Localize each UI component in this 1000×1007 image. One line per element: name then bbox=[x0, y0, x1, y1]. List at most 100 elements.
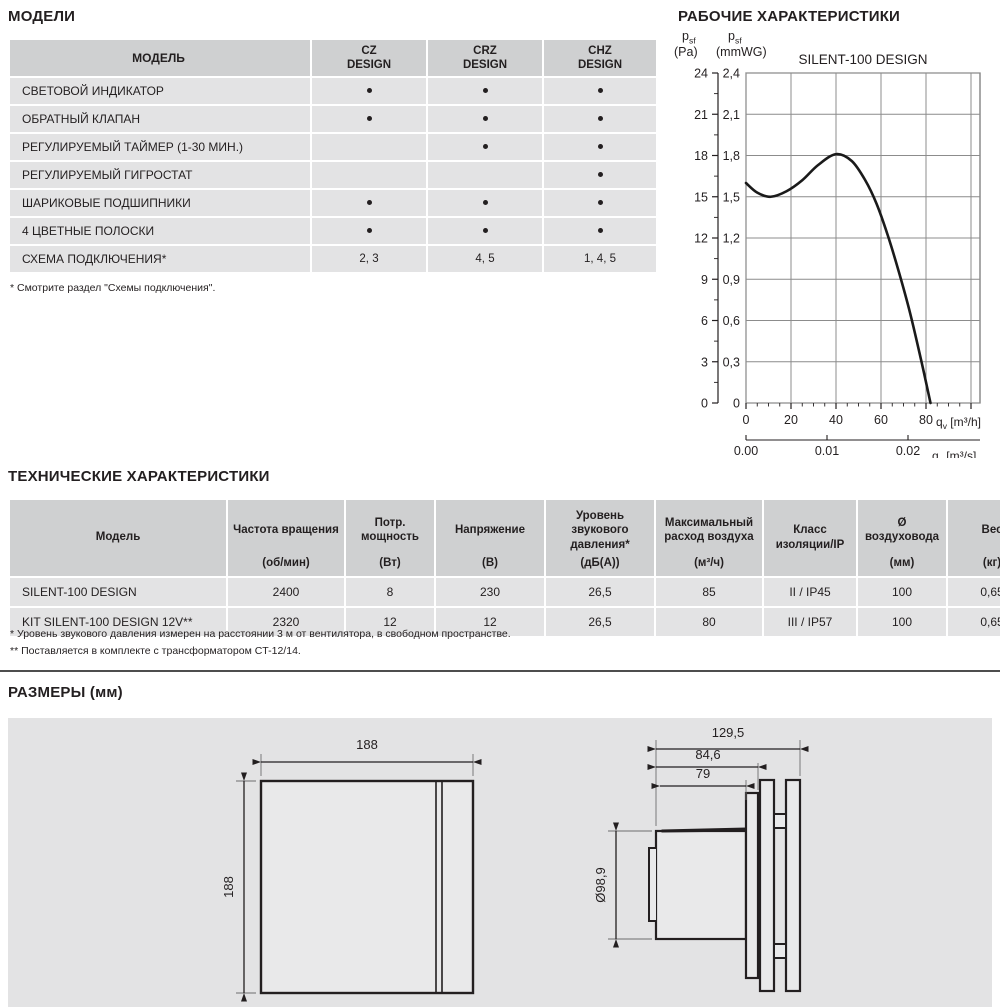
feature-dot-icon bbox=[598, 113, 603, 125]
models-section-title: МОДЕЛИ bbox=[8, 8, 76, 25]
models-cell-cz bbox=[312, 218, 426, 244]
feature-dot-icon bbox=[598, 225, 603, 237]
side-view-flange-tongue bbox=[661, 827, 747, 833]
models-header-crz-line1: CRZ bbox=[473, 44, 497, 57]
chart-mmwg-tick-label: 0,6 bbox=[723, 314, 740, 328]
performance-chart-svg: 24 21 18 15 12 9 6 3 0 2,4 2,1 1,8 1,5 1,2 0,9 0,6 0,3 0… bbox=[674, 29, 981, 458]
models-row-label: ШАРИКОВЫЕ ПОДШИПНИКИ bbox=[10, 190, 310, 216]
feature-dot-icon bbox=[483, 141, 488, 153]
chart-pa-tick-label: 0 bbox=[701, 397, 708, 411]
tech-cell-weight: 0,65 bbox=[948, 608, 1000, 636]
chart-mmwg-tick-label: 0 bbox=[733, 397, 740, 411]
feature-dot-icon bbox=[483, 197, 488, 209]
models-cell-chz: 1, 4, 5 bbox=[544, 246, 656, 272]
tech-header-cell: Класс изоляции/IP bbox=[764, 500, 856, 576]
feature-dot-icon bbox=[367, 113, 372, 125]
tech-cell-duct: 100 bbox=[858, 608, 946, 636]
tech-header-unit: (м³/ч) bbox=[694, 556, 724, 569]
models-cell-cz bbox=[312, 162, 426, 188]
table-row: РЕГУЛИРУЕМЫЙ ТАЙМЕР (1-30 МИН.) bbox=[10, 134, 656, 160]
chart-x-secondary-tick-label: 0.00 bbox=[734, 444, 758, 458]
tech-cell-power: 8 bbox=[346, 578, 434, 606]
dims-divider-rule bbox=[0, 670, 1000, 672]
tech-header-cell: Ø воздуховода (мм) bbox=[858, 500, 946, 576]
tech-header-name: Ø воздуховода bbox=[864, 516, 940, 544]
chart-performance-curve bbox=[744, 152, 932, 405]
models-header-cz: CZ DESIGN bbox=[312, 40, 426, 76]
tech-header-cell: Вес (кг) bbox=[948, 500, 1000, 576]
chart-mmwg-tick-labels: 2,4 2,1 1,8 1,5 1,2 0,9 0,6 0,3 0 bbox=[723, 67, 740, 411]
front-view-drawing: 188 188 bbox=[221, 737, 482, 1002]
tech-cell-rpm: 2400 bbox=[228, 578, 344, 606]
models-header-model: Модель bbox=[10, 40, 310, 76]
tech-header-name: Модель bbox=[95, 531, 141, 544]
chart-x-secondary-ticks bbox=[745, 435, 909, 440]
chart-x-tick-label: 20 bbox=[784, 413, 798, 427]
models-cell-cz bbox=[312, 134, 426, 160]
table-row: ОБРАТНЫЙ КЛАПАН bbox=[10, 106, 656, 132]
chart-mmwg-tick-label: 2,4 bbox=[723, 67, 740, 81]
models-header-crz-line2: DESIGN bbox=[462, 59, 508, 71]
models-cell-chz bbox=[544, 218, 656, 244]
tech-footnote-1: * Уровень звукового давления измерен на … bbox=[10, 628, 511, 640]
models-row-label: РЕГУЛИРУЕМЫЙ ГИГРОСТАТ bbox=[10, 162, 310, 188]
feature-dot-icon bbox=[598, 85, 603, 97]
models-table: Модель CZ DESIGN CRZ DESIGN CHZ DESIGN С… bbox=[8, 38, 658, 274]
models-cell-cz: 2, 3 bbox=[312, 246, 426, 272]
chart-x-secondary-tick-label: 0.01 bbox=[815, 444, 839, 458]
feature-dot-icon bbox=[483, 225, 488, 237]
tech-header-name: Максимальный расход воздуха bbox=[664, 516, 754, 544]
tech-cell-rpm: 2320 bbox=[228, 608, 344, 636]
tech-header-name: Частота вращения bbox=[233, 524, 339, 537]
models-header-chz: CHZ DESIGN bbox=[544, 40, 656, 76]
tech-header-name: Вес bbox=[981, 524, 1000, 537]
chart-x-secondary-unit: qv [m³/s] bbox=[932, 449, 976, 458]
tech-cell-voltage: 230 bbox=[436, 578, 544, 606]
performance-chart: 24 21 18 15 12 9 6 3 0 2,4 2,1 1,8 1,5 1,2 0,9 0,6 0,3 0… bbox=[660, 8, 1000, 458]
chart-pa-tick-label: 9 bbox=[701, 273, 708, 287]
side-view-plate-back bbox=[744, 791, 760, 980]
tech-header-unit bbox=[12, 570, 224, 571]
chart-pa-tick-label: 6 bbox=[701, 314, 708, 328]
table-row: СХЕМА ПОДКЛЮЧЕНИЯ* 2, 3 4, 5 1, 4, 5 bbox=[10, 246, 656, 272]
tech-cell-insulation: II / IP45 bbox=[764, 578, 856, 606]
table-row: СВЕТОВОЙ ИНДИКАТОР bbox=[10, 78, 656, 104]
tech-cell-duct: 100 bbox=[858, 578, 946, 606]
tech-table-header-row: Модель Частота вращения (об/мин) Потр. мощн… bbox=[10, 500, 1000, 576]
side-view-plate-front bbox=[784, 778, 802, 993]
chart-mmwg-tick-label: 1,5 bbox=[723, 190, 740, 204]
chart-pa-ticks bbox=[712, 72, 718, 404]
models-row-label: СХЕМА ПОДКЛЮЧЕНИЯ* bbox=[10, 246, 310, 272]
chart-mmwg-tick-label: 2,1 bbox=[723, 108, 740, 122]
models-header-chz-line2: DESIGN bbox=[577, 59, 623, 71]
chart-y-primary-name: psf bbox=[682, 29, 696, 46]
tech-cell-insulation: III / IP57 bbox=[764, 608, 856, 636]
models-cell-cz bbox=[312, 190, 426, 216]
front-width-label: 188 bbox=[356, 737, 378, 752]
chart-pa-tick-label: 3 bbox=[701, 355, 708, 369]
table-row: РЕГУЛИРУЕМЫЙ ГИГРОСТАТ bbox=[10, 162, 656, 188]
chart-x-tick-label: 40 bbox=[829, 413, 843, 427]
chart-pa-tick-label: 21 bbox=[694, 108, 708, 122]
side-total-depth-label: 129,5 bbox=[712, 725, 745, 740]
tech-header-cell: Потр. мощность (Вт) bbox=[346, 500, 434, 576]
feature-dot-icon bbox=[367, 197, 372, 209]
tech-table-body: SILENT-100 DESIGN 2400 8 230 26,5 85 II / IP45… bbox=[10, 578, 1000, 636]
models-row-label: 4 ЦВЕТНЫЕ ПОЛОСКИ bbox=[10, 218, 310, 244]
models-cell-chz bbox=[544, 78, 656, 104]
tech-header-unit: (Вт) bbox=[379, 556, 401, 569]
chart-x-tick-label: 80 bbox=[919, 413, 933, 427]
side-mid-depth-label: 84,6 bbox=[695, 747, 720, 762]
tech-header-cell: Уровень звукового давления* (дБ(А)) bbox=[546, 500, 654, 576]
models-cell-crz: 4, 5 bbox=[428, 246, 542, 272]
tech-cell-model: KIT SILENT-100 DESIGN 12V** bbox=[10, 608, 226, 636]
tech-header-unit: (кг) bbox=[982, 556, 1000, 569]
side-duct-depth-label: 79 bbox=[696, 766, 710, 781]
table-row: 4 ЦВЕТНЫЕ ПОЛОСКИ bbox=[10, 218, 656, 244]
performance-section-title: РАБОЧИЕ ХАРАКТЕРИСТИКИ bbox=[678, 8, 901, 25]
tech-cell-airflow: 85 bbox=[656, 578, 762, 606]
models-cell-cz bbox=[312, 106, 426, 132]
models-cell-crz bbox=[428, 190, 542, 216]
models-cell-crz bbox=[428, 106, 542, 132]
chart-y-secondary-name: psf bbox=[728, 29, 742, 46]
